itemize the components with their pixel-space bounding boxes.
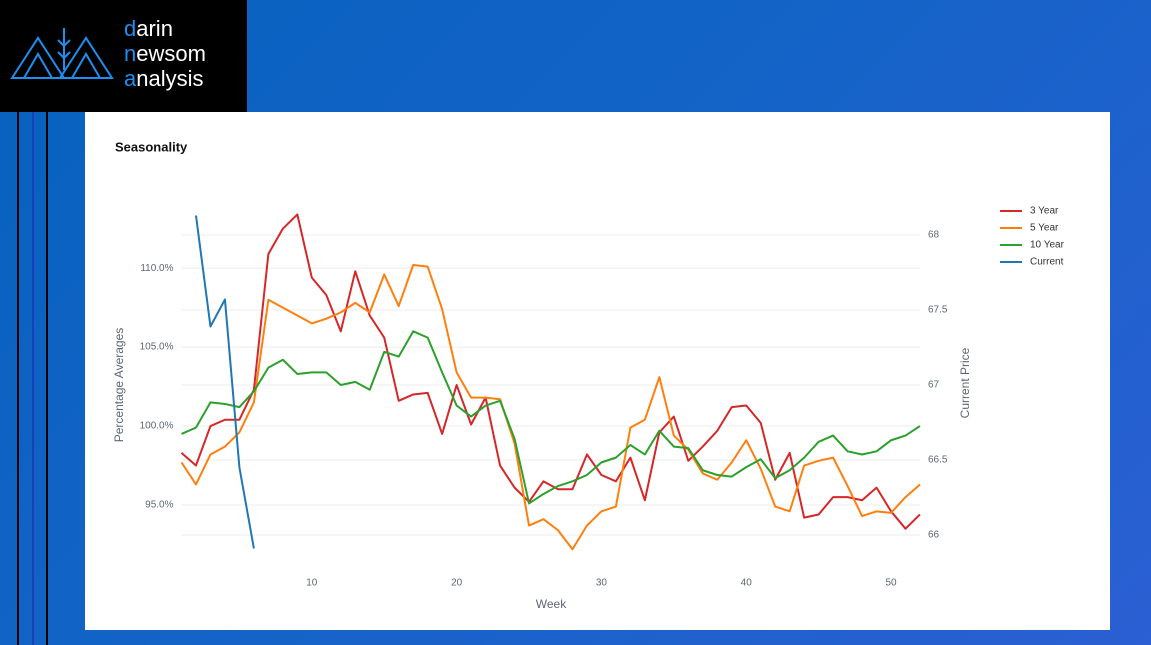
- grid: [181, 234, 920, 536]
- y-tick-label: 95.0%: [145, 500, 173, 511]
- x-tick-label: 50: [885, 578, 897, 589]
- y2-tick-label: 67.5: [928, 305, 948, 316]
- legend-label: 5 Year: [1030, 223, 1059, 234]
- y-axis-title: Percentage Averages: [112, 328, 126, 443]
- legend-label: 10 Year: [1030, 240, 1065, 251]
- y2-tick-label: 67: [928, 380, 940, 391]
- y2-tick-label: 66.5: [928, 455, 948, 466]
- logo-box: [0, 0, 247, 112]
- series-line: [194, 215, 255, 549]
- series-line: [181, 330, 921, 505]
- chart-title: Seasonality: [115, 139, 188, 154]
- y-tick-label: 105.0%: [140, 342, 174, 353]
- series-line: [180, 264, 921, 551]
- left-decoration: [17, 112, 48, 645]
- legend-label: 3 Year: [1030, 206, 1059, 217]
- y2-axis-title: Current Price: [958, 347, 972, 418]
- y2-tick-label: 68: [928, 230, 940, 241]
- y-tick-label: 100.0%: [140, 421, 174, 432]
- logo-mark: [10, 28, 114, 79]
- logo-line: newsom: [124, 41, 206, 66]
- logo-text: darin newsom analysis: [124, 16, 206, 91]
- legend-label: Current: [1030, 257, 1064, 268]
- x-axis-title: Week: [536, 597, 567, 611]
- y2-tick-label: 66: [928, 530, 940, 541]
- x-tick-label: 40: [741, 578, 753, 589]
- y-tick-label: 110.0%: [140, 263, 173, 274]
- logo-line: analysis: [124, 66, 204, 91]
- chart-panel: [85, 112, 1110, 630]
- x-tick-label: 10: [306, 578, 318, 589]
- logo-line: darin: [124, 16, 173, 41]
- x-tick-label: 30: [596, 578, 608, 589]
- x-tick-label: 20: [451, 578, 463, 589]
